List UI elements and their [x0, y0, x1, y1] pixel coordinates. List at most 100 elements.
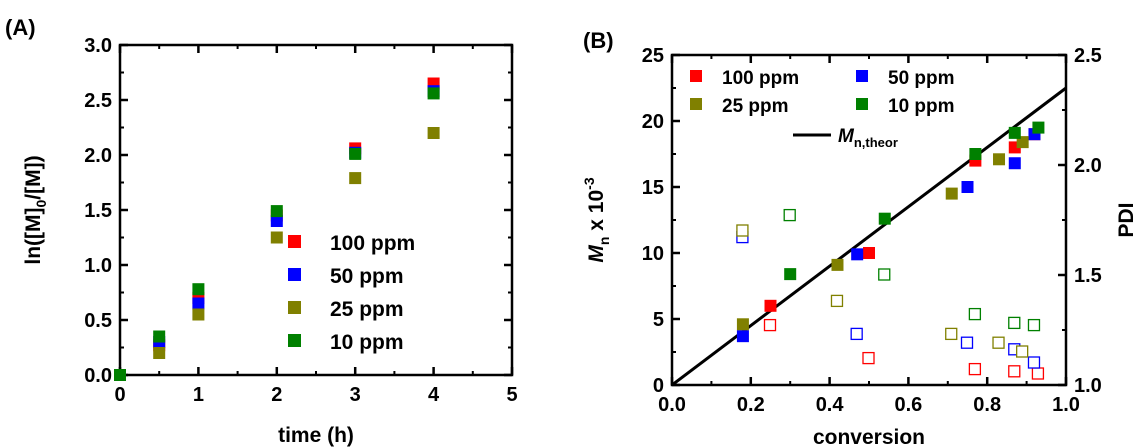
x-tick-label: 5 [506, 384, 517, 406]
x-tick-label: 0.2 [737, 394, 765, 416]
panel-a-x-axis-label: time (h) [278, 424, 354, 447]
mn-point [1032, 121, 1045, 134]
panel-b-y-left-axis-label: Mn x 10-3 [581, 177, 612, 262]
data-point [114, 369, 126, 381]
y-left-tick-label: 15 [642, 177, 664, 199]
pdi-point [850, 327, 863, 341]
pdi-point [968, 362, 982, 376]
legend-marker [856, 98, 868, 110]
panel-b: (B) 0.0 0.2 0.4 0.6 0.8 1.0 0 5 10 15 20 25 1.0 1.5 2.… [581, 28, 1137, 447]
legend-label: 10 ppm [330, 331, 404, 354]
panel-a-legend: 100 ppm 50 ppm 25 ppm 10 ppm [288, 232, 415, 354]
y-left-tick-label: 5 [653, 309, 664, 331]
x-tick-label: 3 [350, 384, 361, 406]
legend-theory-sub: n,theor [854, 135, 898, 150]
legend-marker [690, 70, 702, 82]
panel-b-y-left-main: M [585, 245, 608, 263]
legend-theory-label: Mn,theor [838, 126, 898, 150]
panel-b-y-left-sub: n [596, 237, 612, 246]
legend-label: 10 ppm [888, 96, 955, 117]
panel-a-y-label-base: ln([M] [22, 207, 45, 264]
mn-point [1008, 126, 1021, 139]
x-tick-label: 1.0 [1052, 394, 1080, 416]
x-tick-label: 2 [271, 384, 282, 406]
y-tick-label: 0.5 [84, 310, 112, 332]
legend-marker [856, 70, 868, 82]
legend-marker [288, 334, 301, 347]
data-point [427, 127, 440, 139]
x-tick-label: 0.8 [973, 394, 1001, 416]
panel-b-y-right-axis-label: PDI [1115, 202, 1137, 237]
data-point [270, 215, 283, 227]
data-point [349, 147, 362, 160]
panel-a-data-points [114, 77, 440, 381]
pdi-point [763, 318, 777, 332]
panel-b-legend: 100 ppm 50 ppm 25 ppm 10 ppm Mn,theor [690, 68, 955, 150]
panel-a-plot-frame [118, 43, 514, 377]
mn-point [784, 268, 797, 281]
y-left-tick-label: 20 [642, 111, 664, 133]
y-right-tick-label: 1.5 [1074, 265, 1102, 287]
y-left-tick-label: 25 [642, 45, 664, 67]
panel-b-x-axis-label: conversion [813, 426, 925, 447]
legend-label: 50 ppm [330, 265, 404, 288]
data-point [270, 231, 283, 244]
pdi-point [992, 336, 1005, 349]
mn-point [945, 187, 958, 200]
legend-marker [690, 98, 702, 110]
legend-marker [288, 268, 301, 281]
x-tick-label: 0.4 [816, 394, 845, 416]
panel-b-label: (B) [583, 28, 614, 53]
panel-b-y-left-tail: x 10 [585, 190, 608, 237]
panel-a-ticks: 0 1 2 3 4 5 0.0 0.5 1.0 1.5 2.0 2.5 3.0 [84, 35, 517, 406]
pdi-point [783, 208, 796, 222]
data-point [192, 297, 205, 310]
pdi-point [1008, 316, 1021, 330]
panel-b-ticks: 0.0 0.2 0.4 0.6 0.8 1.0 0 5 10 15 20 25 1.0 1.5 2.0 2.5 [642, 45, 1102, 416]
legend-label: 25 ppm [722, 96, 789, 117]
mn-point [1016, 136, 1029, 149]
y-tick-label: 0.0 [84, 365, 112, 387]
mn-point [764, 299, 777, 312]
legend-label: 50 ppm [888, 68, 955, 89]
legend-label: 100 ppm [722, 68, 799, 89]
mn-point [1008, 157, 1021, 170]
data-point [153, 347, 166, 359]
panel-a-label: (A) [5, 15, 36, 40]
panel-a-y-axis-label: ln([M]0/[M]) [22, 155, 49, 264]
x-tick-label: 0.0 [658, 394, 686, 416]
mn-point [878, 212, 891, 225]
y-tick-label: 3.0 [84, 35, 112, 57]
legend-marker [288, 301, 301, 314]
panel-a-y-label-tail: /[M]) [22, 155, 45, 199]
y-right-tick-label: 2.0 [1074, 155, 1102, 177]
panel-b-y-left-sup: -3 [581, 177, 597, 190]
mn-point [863, 247, 875, 259]
pdi-point [878, 268, 891, 281]
x-tick-label: 4 [428, 384, 440, 406]
pdi-point [960, 336, 974, 349]
mn-point [831, 258, 844, 271]
pdi-point [1031, 367, 1045, 380]
y-tick-label: 2.0 [84, 145, 112, 167]
legend-label: 25 ppm [330, 298, 404, 321]
pdi-point [1016, 345, 1029, 358]
data-point [192, 308, 205, 321]
data-point [349, 172, 362, 185]
mn-point [851, 248, 864, 261]
mn-point [736, 330, 749, 343]
data-point [192, 283, 205, 296]
data-point [427, 87, 440, 100]
y-left-tick-label: 0 [653, 375, 664, 397]
panel-b-data-points [736, 121, 1045, 380]
pdi-point [1027, 318, 1041, 332]
pdi-point [830, 294, 844, 308]
panel-b-theory-line [671, 86, 1067, 387]
y-tick-label: 2.5 [84, 90, 112, 112]
pdi-point [1008, 365, 1021, 378]
mn-point [993, 153, 1006, 166]
mn-point [961, 181, 974, 193]
panel-a-y-label-sub: 0 [33, 199, 49, 207]
data-point [270, 205, 283, 218]
